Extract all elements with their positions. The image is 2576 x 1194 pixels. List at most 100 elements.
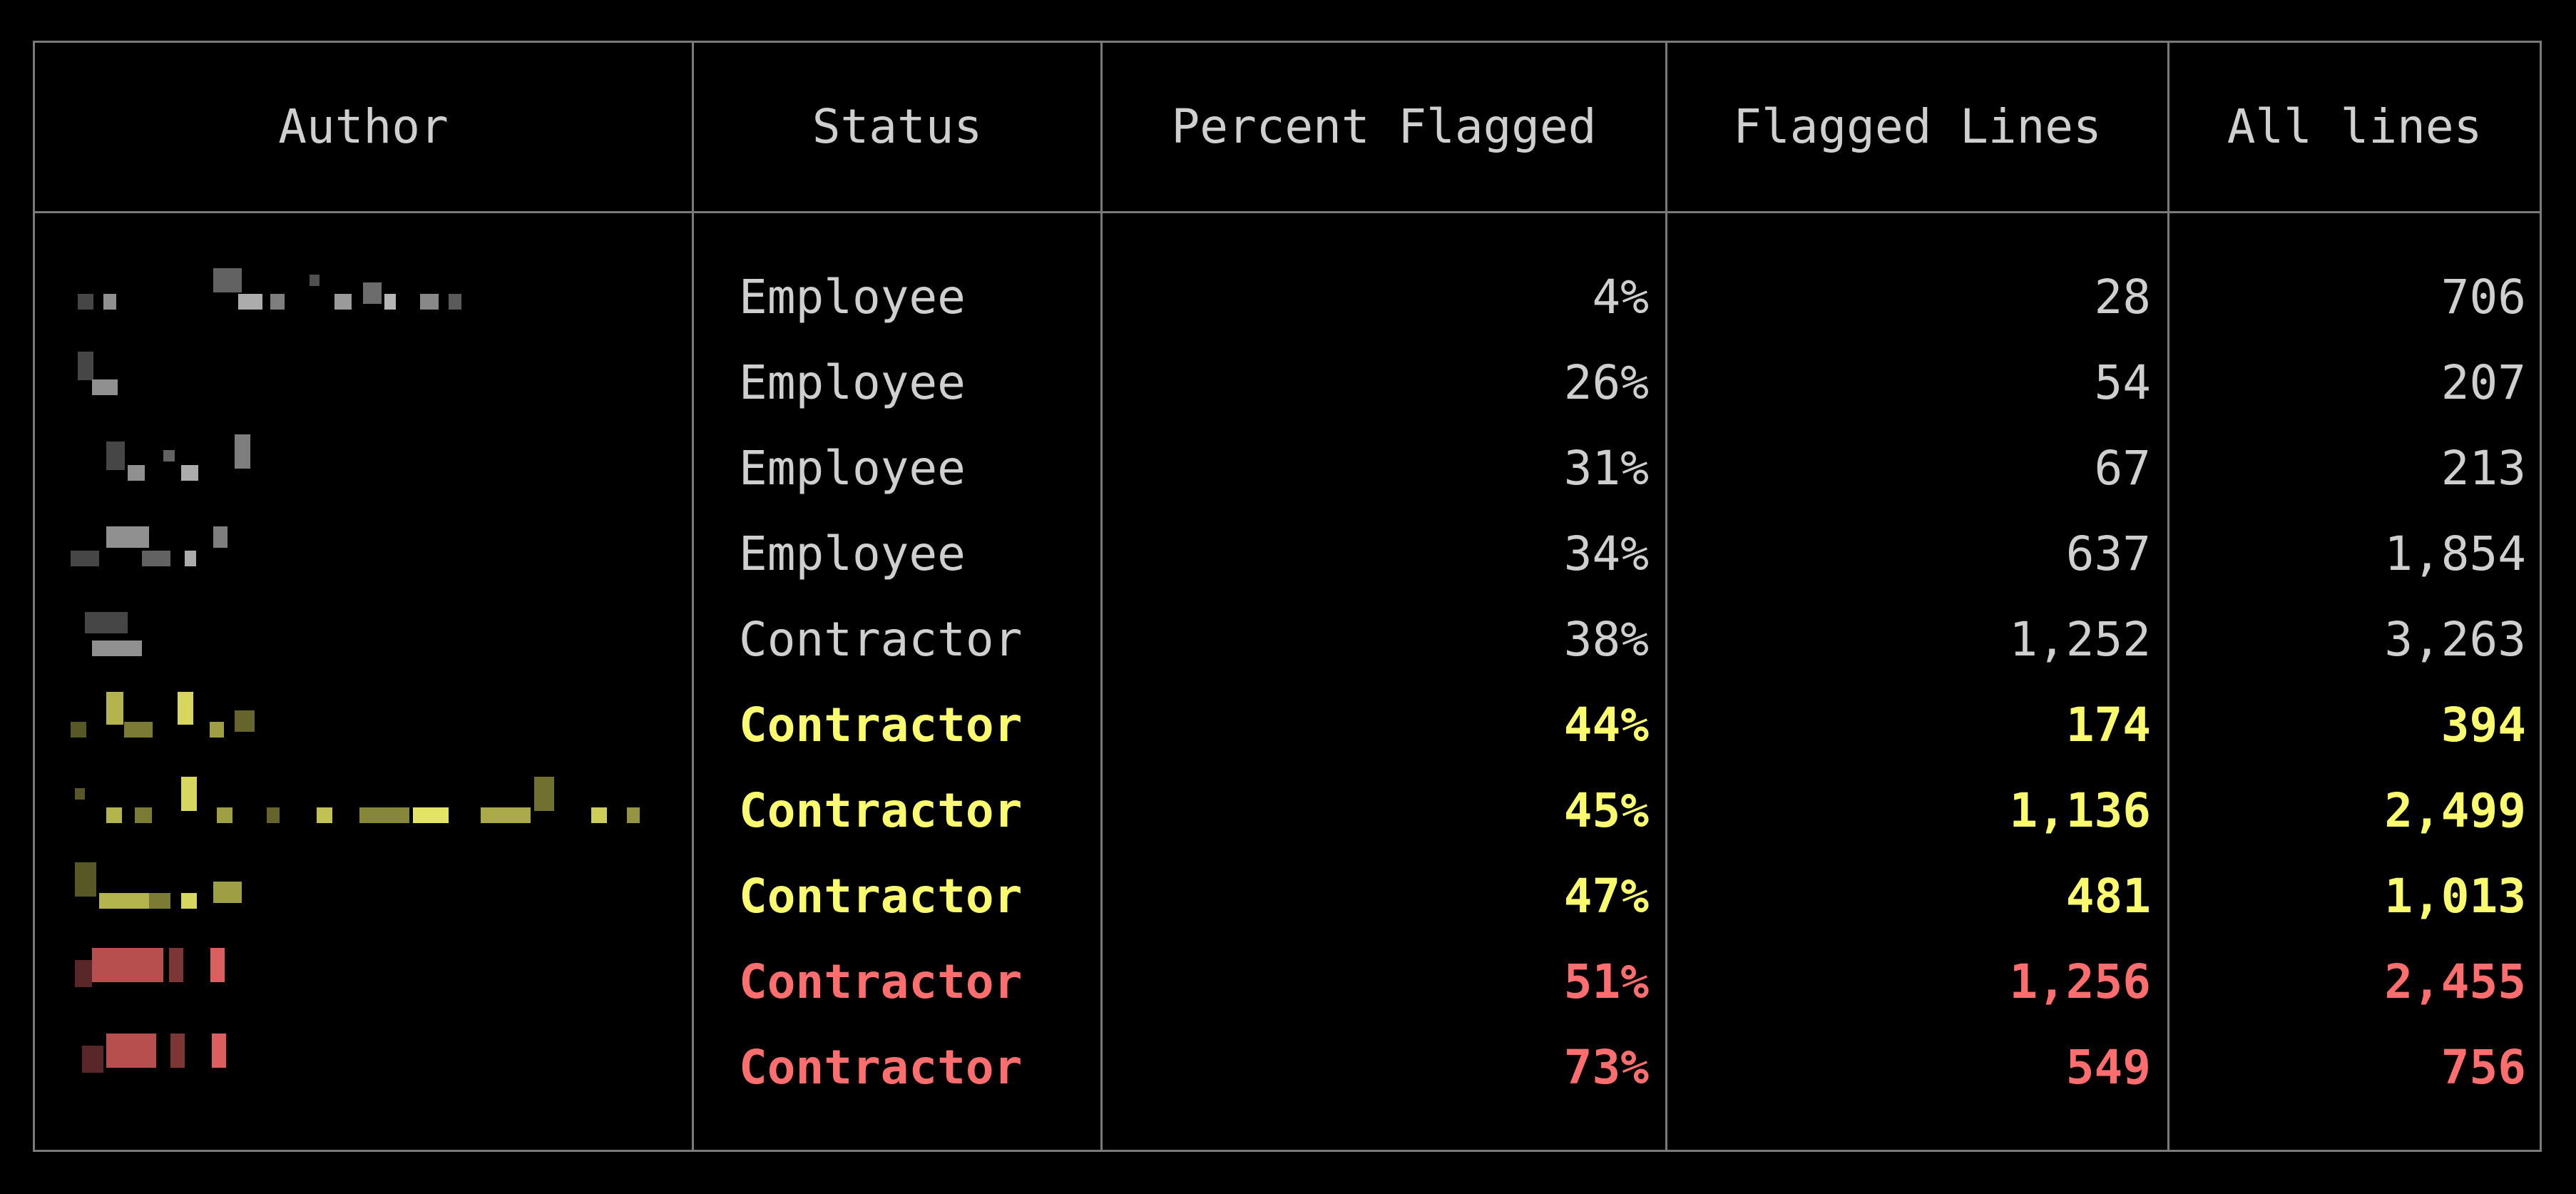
redaction-pixel xyxy=(103,294,116,310)
redaction-pixel xyxy=(106,442,125,470)
redaction-pixel xyxy=(75,788,85,800)
redaction-pixel xyxy=(142,551,170,566)
percent-flagged-cell: 73% xyxy=(1563,1040,1649,1095)
redaction-pixel xyxy=(449,294,461,310)
percent-flagged-cell: 44% xyxy=(1563,698,1649,752)
flagged-lines-cell: 54 xyxy=(2094,355,2151,410)
flagged-lines-cell: 1,252 xyxy=(2009,612,2151,667)
status-cell: Employee xyxy=(739,355,966,410)
all-lines-cell: 2,499 xyxy=(2384,783,2526,838)
flagged-lines-cell: 174 xyxy=(2065,698,2151,752)
all-lines-cell: 756 xyxy=(2440,1040,2526,1095)
redaction-pixel xyxy=(359,807,409,823)
status-cell: Contractor xyxy=(739,698,1023,752)
all-lines-cell: 2,455 xyxy=(2384,954,2526,1009)
column-divider xyxy=(2167,43,2169,1150)
author-redacted xyxy=(35,255,692,340)
redaction-pixel xyxy=(420,294,439,310)
redaction-pixel xyxy=(85,612,128,633)
redaction-pixel xyxy=(213,526,228,548)
redaction-pixel xyxy=(591,807,607,823)
redaction-pixel xyxy=(169,948,183,982)
redaction-pixel xyxy=(71,722,86,738)
redaction-pixel xyxy=(627,807,640,823)
flagged-lines-cell: 637 xyxy=(2065,526,2151,581)
redaction-pixel xyxy=(210,722,224,738)
redaction-pixel xyxy=(163,450,175,461)
redaction-pixel xyxy=(310,275,320,286)
redaction-pixel xyxy=(92,948,163,982)
redaction-pixel xyxy=(317,807,332,823)
status-cell: Employee xyxy=(739,441,966,496)
percent-flagged-cell: 31% xyxy=(1563,441,1649,496)
header-percent-flagged: Percent Flagged xyxy=(1171,99,1597,154)
author-redacted xyxy=(35,511,692,597)
redaction-pixel xyxy=(181,893,197,909)
percent-flagged-cell: 45% xyxy=(1563,783,1649,838)
redaction-pixel xyxy=(534,777,554,811)
percent-flagged-cell: 47% xyxy=(1563,869,1649,924)
author-redacted xyxy=(35,426,692,511)
column-divider xyxy=(1100,43,1103,1150)
header-flagged-lines: Flagged Lines xyxy=(1733,99,2102,154)
redaction-pixel xyxy=(78,352,93,380)
all-lines-cell: 213 xyxy=(2440,441,2526,496)
flagged-lines-cell: 1,256 xyxy=(2009,954,2151,1009)
redaction-pixel xyxy=(217,807,232,823)
status-cell: Contractor xyxy=(739,612,1023,667)
redaction-pixel xyxy=(181,465,198,481)
redaction-pixel xyxy=(106,1034,156,1068)
redaction-pixel xyxy=(99,893,149,909)
flagged-lines-cell: 481 xyxy=(2065,869,2151,924)
redaction-pixel xyxy=(92,379,118,395)
author-redacted xyxy=(35,854,692,939)
header-divider xyxy=(35,211,2540,213)
status-cell: Contractor xyxy=(739,1040,1023,1095)
redaction-pixel xyxy=(106,526,149,548)
redaction-pixel xyxy=(106,692,123,725)
redaction-pixel xyxy=(181,777,197,811)
all-lines-cell: 3,263 xyxy=(2384,612,2526,667)
percent-flagged-cell: 38% xyxy=(1563,612,1649,667)
percent-flagged-cell: 26% xyxy=(1563,355,1649,410)
redaction-pixel xyxy=(124,722,153,738)
status-cell: Employee xyxy=(739,526,966,581)
redaction-pixel xyxy=(481,807,531,823)
flagged-lines-cell: 549 xyxy=(2065,1040,2151,1095)
redaction-pixel xyxy=(212,1034,226,1068)
redaction-pixel xyxy=(149,893,170,909)
redaction-pixel xyxy=(185,551,196,566)
all-lines-cell: 1,013 xyxy=(2384,869,2526,924)
author-redacted xyxy=(35,597,692,683)
redaction-pixel xyxy=(106,807,122,823)
column-divider xyxy=(692,43,694,1150)
author-redacted xyxy=(35,683,692,768)
redaction-pixel xyxy=(238,294,262,310)
column-divider xyxy=(1665,43,1667,1150)
header-all-lines: All lines xyxy=(2227,99,2483,154)
author-redacted xyxy=(35,768,692,854)
redaction-pixel xyxy=(213,268,242,292)
status-cell: Employee xyxy=(739,270,966,325)
percent-flagged-cell: 51% xyxy=(1563,954,1649,1009)
redaction-pixel xyxy=(413,807,449,823)
redaction-pixel xyxy=(82,1046,103,1073)
redaction-pixel xyxy=(235,434,250,469)
redaction-pixel xyxy=(270,294,285,310)
percent-flagged-cell: 34% xyxy=(1563,526,1649,581)
author-redacted xyxy=(35,340,692,426)
redaction-pixel xyxy=(71,551,99,566)
status-cell: Contractor xyxy=(739,783,1023,838)
status-cell: Contractor xyxy=(739,954,1023,1009)
all-lines-cell: 1,854 xyxy=(2384,526,2526,581)
all-lines-cell: 207 xyxy=(2440,355,2526,410)
redaction-pixel xyxy=(92,641,142,656)
redaction-pixel xyxy=(213,882,242,903)
flagged-lines-cell: 1,136 xyxy=(2009,783,2151,838)
status-cell: Contractor xyxy=(739,869,1023,924)
all-lines-cell: 706 xyxy=(2440,270,2526,325)
redaction-pixel xyxy=(170,1034,185,1068)
redaction-pixel xyxy=(135,807,152,823)
all-lines-cell: 394 xyxy=(2440,698,2526,752)
redaction-pixel xyxy=(210,948,225,982)
